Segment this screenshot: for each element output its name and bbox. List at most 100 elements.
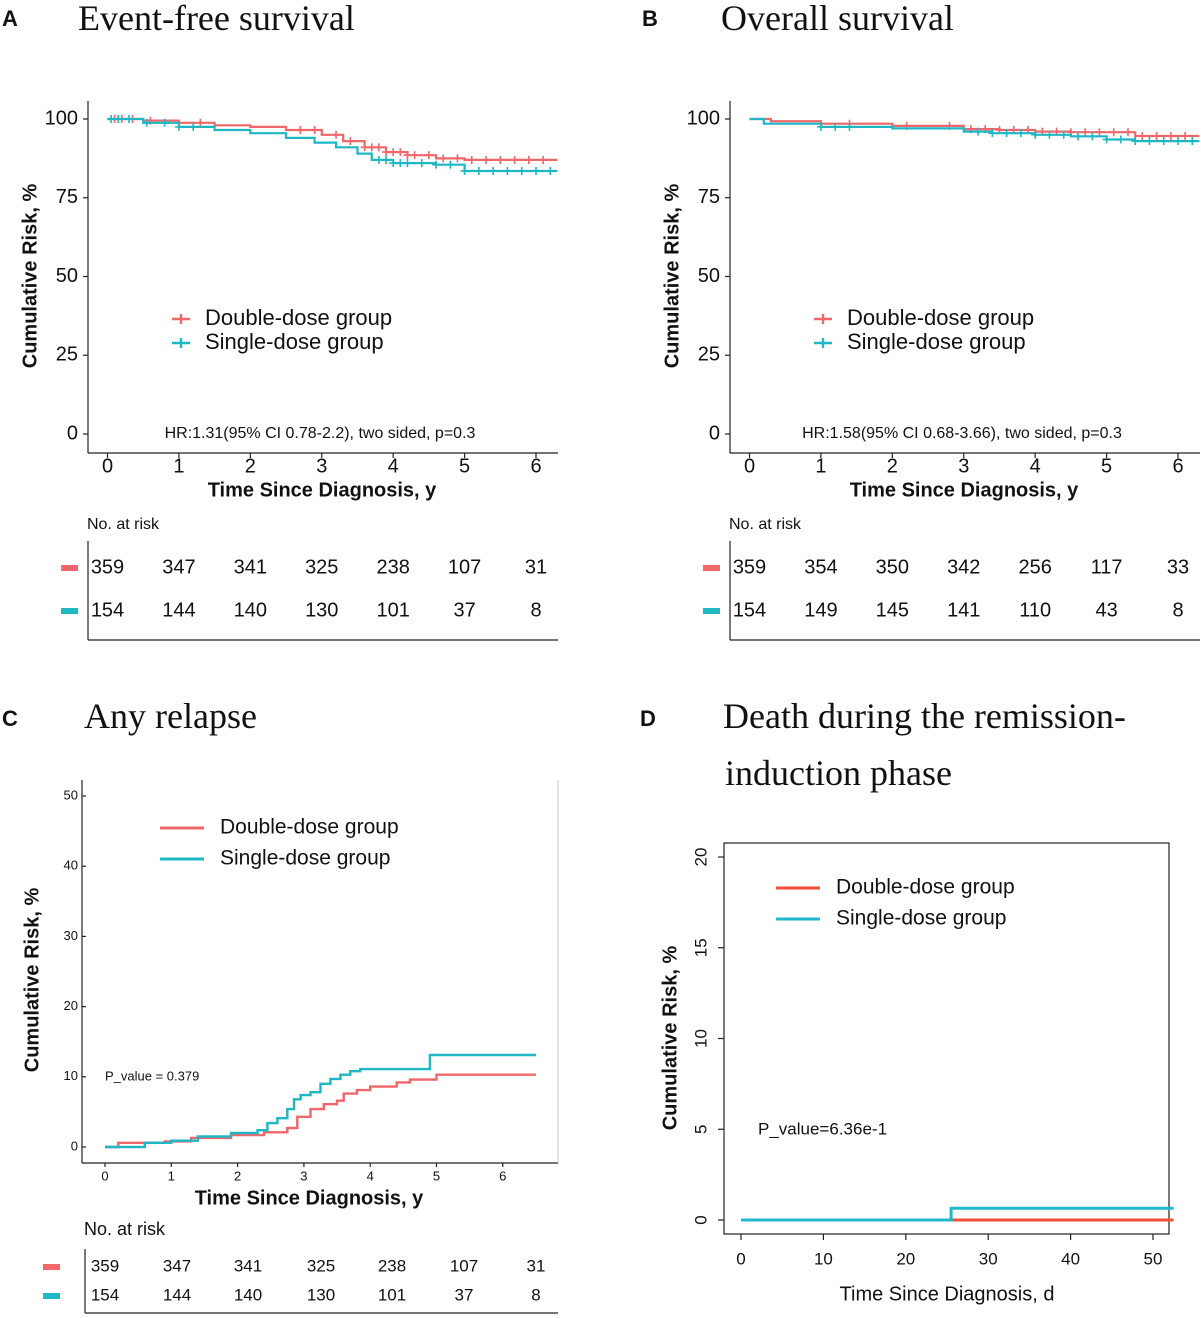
plot-frame (723, 842, 1170, 1235)
censor-mark (446, 160, 455, 169)
legend-key-double (814, 314, 832, 324)
risk-table-value: 325 (305, 556, 338, 578)
censor-mark (396, 159, 405, 168)
panel-title-b: Overall survival (721, 0, 954, 38)
y-tick-label: 5 (691, 1125, 710, 1134)
legend-key-single (814, 338, 832, 348)
y-tick-label: 25 (698, 344, 720, 366)
censor-mark (974, 127, 983, 136)
legend-label: Single-dose group (220, 847, 390, 870)
risk-table-value: 154 (91, 599, 124, 621)
x-tick-label: 40 (1061, 1249, 1080, 1268)
censor-mark (546, 166, 555, 175)
risk-table-value: 341 (234, 1256, 262, 1275)
y-axis-title: Cumulative Risk, % (659, 946, 681, 1131)
risk-table-value: 37 (455, 1285, 474, 1304)
risk-table-header: No. at risk (84, 1219, 166, 1239)
hazard-ratio-annotation: HR:1.58(95% CI 0.68-3.66), two sided, p=… (802, 425, 1122, 442)
y-axis-title: Cumulative Risk, % (19, 184, 41, 369)
risk-table-value: 154 (733, 599, 766, 621)
censor-mark (417, 159, 426, 168)
censor-mark (517, 166, 526, 175)
y-tick-label: 10 (64, 1068, 78, 1083)
censor-mark (360, 143, 369, 152)
risk-table-value: 238 (376, 556, 409, 578)
x-tick-label: 3 (958, 455, 969, 477)
censor-mark (532, 166, 540, 175)
y-axis-title: Cumulative Risk, % (661, 184, 683, 369)
x-tick-label: 5 (1101, 455, 1112, 477)
risk-table-value: 144 (163, 1285, 191, 1304)
censor-mark (524, 155, 533, 164)
risk-table-group-key (703, 608, 720, 614)
censor-mark (1081, 128, 1090, 137)
risk-table-value: 347 (163, 1256, 191, 1275)
y-tick-label: 0 (67, 422, 78, 444)
censor-mark (1031, 130, 1040, 139)
curve-single-dose (105, 1053, 536, 1149)
risk-table-value: 110 (1019, 599, 1051, 621)
risk-table-value: 130 (307, 1285, 335, 1304)
panel-title-a: Event-free survival (78, 0, 355, 38)
p-value-annotation: P_value=6.36e-1 (758, 1119, 887, 1138)
risk-table-value: 359 (91, 556, 124, 578)
x-tick-label: 2 (245, 455, 256, 477)
censor-mark (107, 115, 116, 123)
panel-title-c: Any relapse (84, 696, 257, 736)
panel-letter-d: D (640, 706, 656, 731)
y-tick-label: 50 (56, 265, 78, 287)
risk-table-value: 101 (376, 599, 409, 621)
censor-mark (114, 115, 123, 123)
censor-mark (453, 154, 462, 163)
censor-mark (310, 126, 319, 135)
risk-table-value: 354 (804, 556, 837, 578)
p-value-annotation: P_value = 0.379 (105, 1068, 199, 1083)
censor-mark (539, 155, 548, 164)
censor-mark (382, 155, 391, 164)
censor-mark (1116, 135, 1125, 144)
censor-mark (1102, 135, 1111, 144)
risk-table-value: 149 (804, 599, 837, 621)
censor-mark (988, 129, 997, 138)
y-tick-label: 100 (45, 107, 78, 129)
censor-mark (474, 166, 483, 175)
risk-table-value: 154 (91, 1285, 119, 1304)
x-tick-label: 4 (367, 1168, 374, 1183)
x-tick-label: 0 (736, 1249, 745, 1268)
censor-mark (174, 122, 183, 131)
x-tick-label: 10 (814, 1249, 833, 1268)
panel-title-d-line1: Death during the remission- (723, 696, 1126, 736)
risk-table-value: 107 (450, 1256, 478, 1275)
censor-mark (332, 130, 341, 139)
censor-mark (510, 155, 519, 164)
y-tick-label: 0 (71, 1138, 78, 1153)
y-tick-label: 100 (687, 107, 720, 129)
censor-mark (389, 159, 398, 168)
x-tick-label: 1 (168, 1168, 175, 1183)
curve-single-dose (107, 117, 558, 173)
x-tick-label: 0 (744, 455, 755, 477)
risk-table-value: 359 (733, 556, 766, 578)
censor-mark (1095, 128, 1104, 137)
risk-table-value: 33 (1167, 556, 1189, 578)
x-tick-label: 0 (101, 1168, 108, 1183)
x-tick-label: 6 (1172, 455, 1183, 477)
risk-table-value: 8 (530, 599, 541, 621)
censor-mark (396, 148, 405, 157)
risk-table-header: No. at risk (729, 516, 802, 533)
y-tick-label: 10 (691, 1029, 710, 1048)
x-tick-label: 2 (887, 455, 898, 477)
x-tick-label: 0 (102, 455, 113, 477)
censor-mark (1088, 132, 1097, 141)
risk-table-value: 350 (876, 556, 909, 578)
y-tick-label: 30 (64, 928, 78, 943)
x-tick-label: 5 (433, 1168, 440, 1183)
y-tick-label: 15 (691, 938, 710, 957)
legend-label: Double-dose group (847, 305, 1034, 330)
risk-table-value: 8 (531, 1285, 540, 1304)
censor-mark (1145, 137, 1154, 146)
y-tick-label: 20 (64, 998, 78, 1013)
curve-single-dose (741, 1206, 1174, 1222)
censor-mark (1045, 130, 1054, 139)
x-tick-label: 30 (979, 1249, 998, 1268)
